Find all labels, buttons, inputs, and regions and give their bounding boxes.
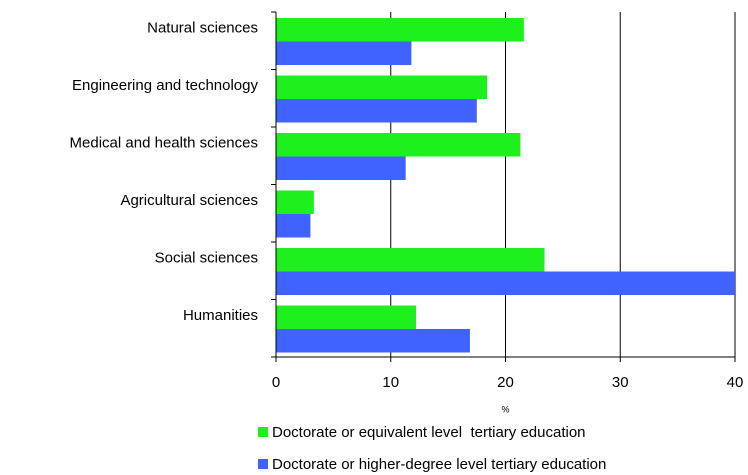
legend-swatch bbox=[258, 427, 268, 437]
bar bbox=[276, 18, 524, 42]
bar bbox=[276, 75, 488, 99]
bar bbox=[276, 248, 545, 272]
x-tick-label: 10 bbox=[382, 374, 399, 391]
y-tick-label: Social sciences bbox=[155, 250, 258, 267]
bar bbox=[276, 99, 477, 123]
bar bbox=[276, 156, 406, 180]
bar bbox=[276, 329, 470, 353]
y-tick-label: Medical and health sciences bbox=[70, 135, 258, 152]
x-axis-label: % bbox=[501, 404, 509, 414]
y-tick-label: Engineering and technology bbox=[72, 77, 258, 94]
x-tick-label: 30 bbox=[612, 374, 629, 391]
bar bbox=[276, 271, 735, 295]
bar bbox=[276, 214, 311, 238]
legend-swatch bbox=[258, 459, 268, 469]
y-tick-label: Agricultural sciences bbox=[120, 192, 258, 209]
bar bbox=[276, 133, 521, 157]
x-tick-label: 0 bbox=[272, 374, 280, 391]
y-tick-label: Natural sciences bbox=[147, 20, 258, 37]
legend-label: Doctorate or equivalent level tertiary e… bbox=[272, 424, 586, 441]
legend-label: Doctorate or higher-degree level tertiar… bbox=[272, 456, 606, 473]
x-tick-label: 20 bbox=[497, 374, 514, 391]
bar bbox=[276, 41, 412, 65]
x-tick-label: 40 bbox=[727, 374, 744, 391]
bar bbox=[276, 305, 416, 329]
y-tick-label: Humanities bbox=[183, 307, 258, 324]
bar bbox=[276, 190, 314, 214]
